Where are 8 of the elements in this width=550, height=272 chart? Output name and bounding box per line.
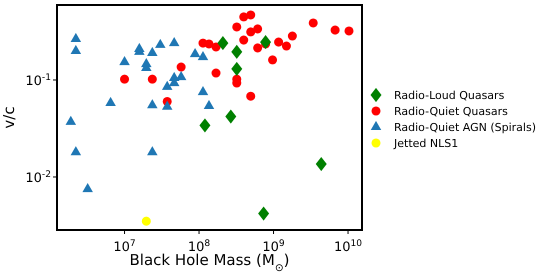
legend-label: Radio-Quiet AGN (Spirals) xyxy=(394,121,536,134)
legend-label: Radio-Loud Quasars xyxy=(394,89,505,102)
x-tick-label: 10$^{10}$ xyxy=(334,239,362,255)
legend-label: Jetted NLS1 xyxy=(393,137,458,150)
y-tick-label: 10$^{-2}$ xyxy=(25,170,51,186)
y-tick-label: 10$^{-1}$ xyxy=(25,72,51,89)
legend-label: Radio-Quiet Quasars xyxy=(394,105,508,118)
y-axis-title: v/c xyxy=(0,106,18,129)
